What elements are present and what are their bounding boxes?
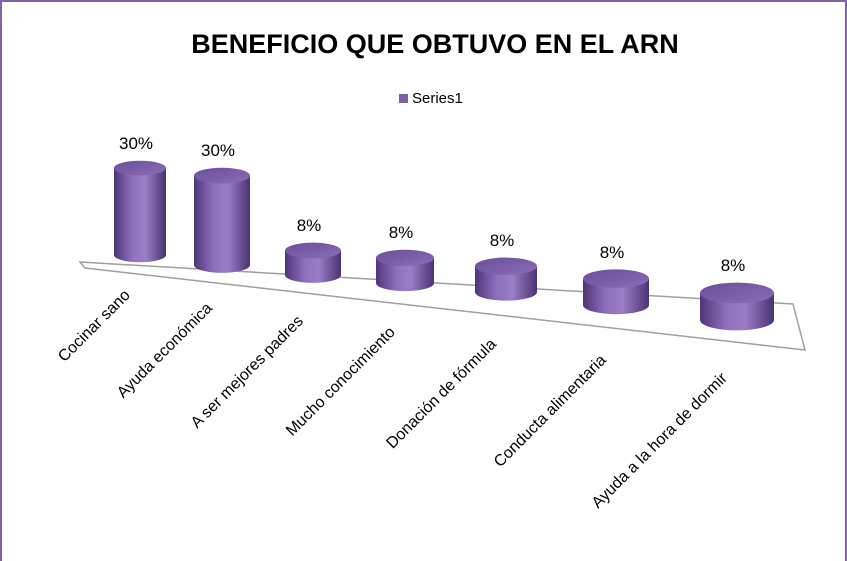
x-tick-label: Ayuda económica [114, 300, 216, 402]
bar-top [285, 242, 341, 259]
bar-top [700, 282, 774, 304]
bar-top [583, 269, 649, 288]
bar [194, 175, 250, 273]
value-label: 30% [119, 134, 153, 153]
bar [583, 278, 649, 315]
x-tick-label: Donación de fórmula [383, 336, 500, 453]
legend-swatch [399, 94, 408, 103]
x-tick-label: Cocinar sano [55, 287, 134, 366]
bar [114, 168, 166, 263]
value-label: 8% [297, 216, 322, 235]
x-tick-label: A ser mejores padres [188, 313, 307, 432]
value-label: 8% [721, 256, 746, 275]
bar-top [194, 167, 250, 184]
value-label: 30% [201, 141, 235, 160]
bar-top [114, 160, 166, 176]
value-label: 8% [490, 231, 515, 250]
x-tick-label: Conducta alimentaria [491, 352, 610, 471]
bar-top [475, 257, 537, 275]
chart-title: BENEFICIO QUE OBTUVO EN EL ARN [191, 29, 679, 59]
floor [78, 261, 807, 351]
bar-top [376, 249, 434, 266]
x-tick-label: Ayuda a la hora de dormir [589, 369, 731, 511]
bar [285, 250, 341, 283]
bar [475, 266, 537, 301]
value-label: 8% [600, 243, 625, 262]
legend-label: Series1 [412, 90, 463, 107]
value-label: 8% [389, 223, 414, 242]
x-tick-label: Mucho conocimiento [283, 324, 399, 440]
bar [376, 257, 434, 292]
bar [700, 292, 774, 331]
